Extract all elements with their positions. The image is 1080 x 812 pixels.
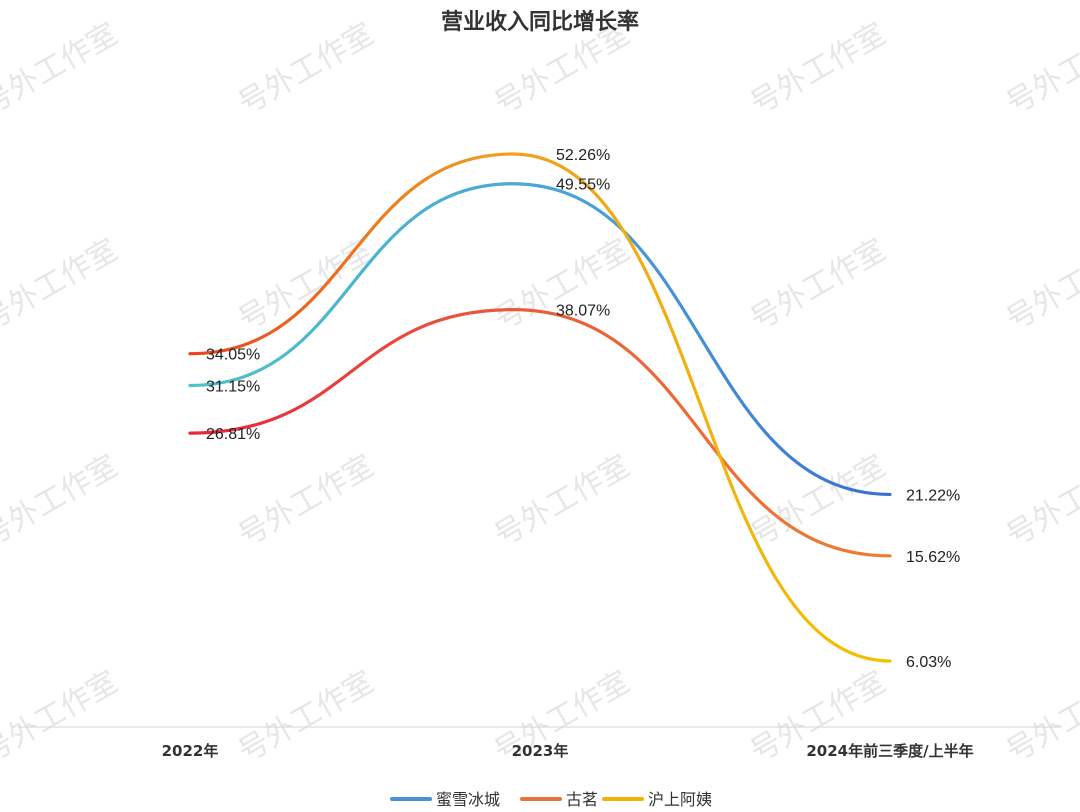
- x-tick-label: 2023年: [512, 742, 569, 760]
- data-label: 6.03%: [906, 654, 951, 671]
- data-labels: 31.15% 49.55% 21.22% 26.81% 38.07% 15.62% 34.0…: [206, 147, 960, 671]
- watermark-text: 号外工作室: [745, 233, 892, 338]
- data-label: 26.81%: [206, 426, 260, 443]
- watermark-text: 号外工作室: [0, 665, 124, 770]
- chart-title: 营业收入同比增长率: [441, 9, 639, 35]
- series-line-3: [188, 152, 892, 663]
- x-axis-ticks: 2022年 2023年 2024年前三季度/上半年: [162, 742, 974, 760]
- data-label: 34.05%: [206, 347, 260, 364]
- data-label: 21.22%: [906, 487, 960, 504]
- x-tick-label: 2024年前三季度/上半年: [806, 742, 973, 760]
- data-label: 15.62%: [906, 549, 960, 566]
- watermark-text: 号外工作室: [1001, 449, 1080, 554]
- data-label: 52.26%: [556, 147, 610, 164]
- data-label: 49.55%: [556, 177, 610, 194]
- data-label: 38.07%: [556, 303, 610, 320]
- legend-label: 沪上阿姨: [648, 790, 712, 809]
- legend-label: 古茗: [566, 790, 598, 809]
- watermark-text: 号外工作室: [489, 449, 636, 554]
- watermark-text: 号外工作室: [0, 449, 124, 554]
- series-line-2: [188, 308, 892, 558]
- watermark-text: 号外工作室: [0, 17, 124, 122]
- series-line-1: [188, 182, 892, 497]
- watermark-text: 号外工作室: [233, 17, 380, 122]
- legend-label: 蜜雪冰城: [436, 790, 500, 809]
- watermark-text: 号外工作室: [745, 449, 892, 554]
- watermark-text: 号外工作室: [1001, 233, 1080, 338]
- watermark-text: 号外工作室: [1001, 17, 1080, 122]
- watermark-text: 号外工作室: [1001, 665, 1080, 770]
- watermark-text: 号外工作室: [489, 233, 636, 338]
- x-tick-label: 2022年: [162, 742, 219, 760]
- legend: 蜜雪冰城 古茗 沪上阿姨: [390, 790, 712, 809]
- data-label: 31.15%: [206, 379, 260, 396]
- watermark-text: 号外工作室: [0, 233, 124, 338]
- watermark-text: 号外工作室: [745, 17, 892, 122]
- watermark-text: 号外工作室: [233, 449, 380, 554]
- series-layer: [188, 152, 892, 663]
- watermark-text: 号外工作室: [233, 665, 380, 770]
